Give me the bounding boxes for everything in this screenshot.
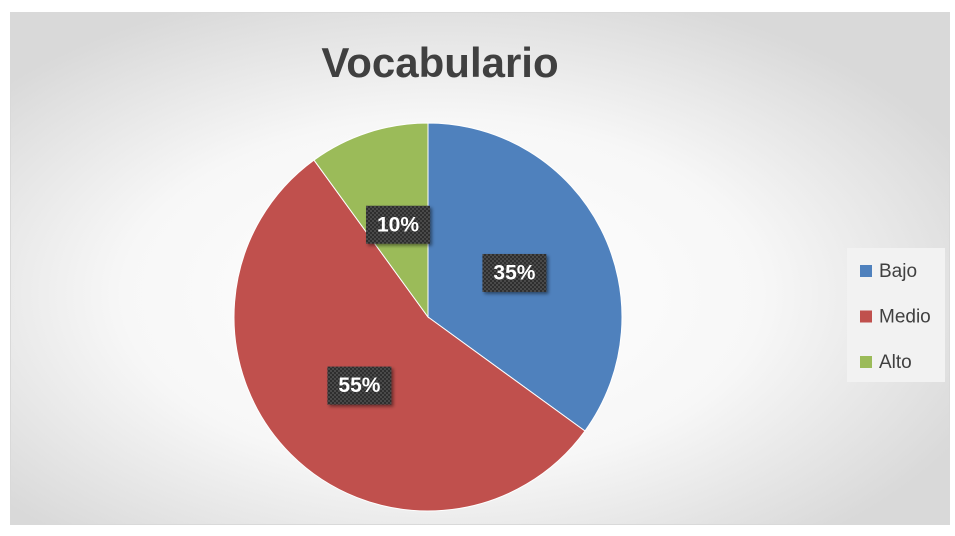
chart-title: Vocabulario bbox=[321, 39, 558, 86]
data-label-box bbox=[366, 205, 431, 244]
legend-swatch bbox=[860, 310, 872, 323]
legend-swatch bbox=[860, 356, 872, 368]
legend-swatch bbox=[860, 265, 872, 277]
data-label: 35% bbox=[493, 262, 535, 285]
legend-label: Medio bbox=[879, 307, 931, 328]
data-label-box bbox=[482, 253, 547, 292]
data-label: 10% bbox=[377, 213, 419, 236]
legend-label: Alto bbox=[879, 352, 912, 373]
pie-slice bbox=[233, 159, 586, 512]
data-label: 55% bbox=[338, 374, 380, 397]
legend-label: Bajo bbox=[879, 261, 917, 282]
data-label-box bbox=[327, 366, 392, 405]
